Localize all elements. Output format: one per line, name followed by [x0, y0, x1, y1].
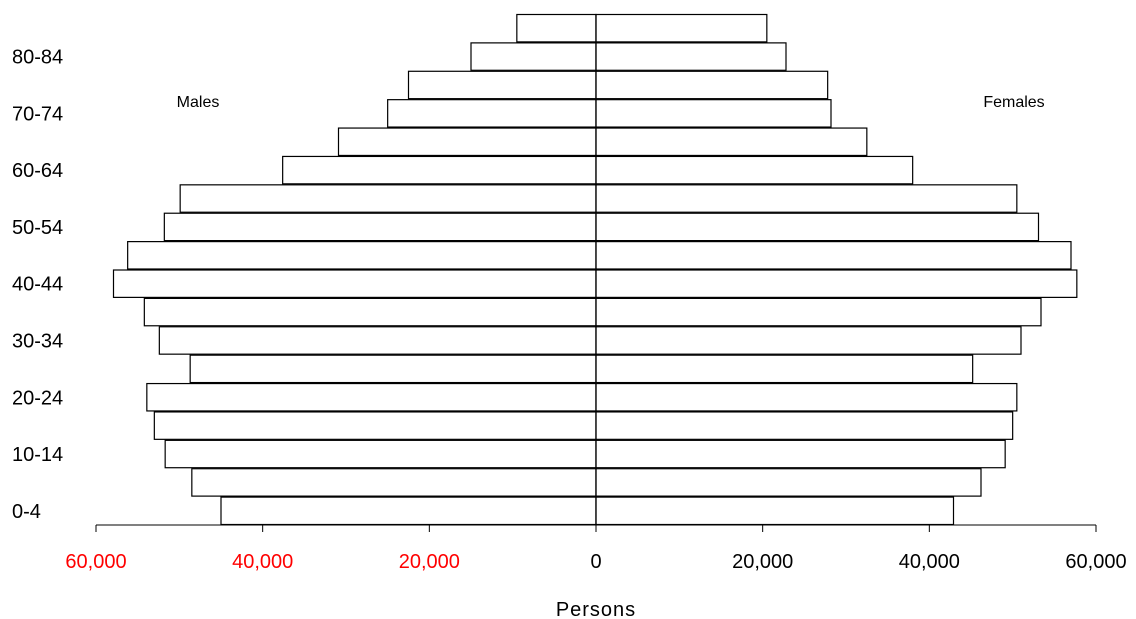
bar-females-10-14: [596, 440, 1005, 467]
y-tick-label: 0-4: [12, 501, 41, 523]
bar-males-55-59: [180, 185, 596, 212]
bar-males-15-19: [154, 412, 596, 439]
bar-males-35-39: [144, 298, 596, 325]
bar-females-35-39: [596, 298, 1041, 325]
y-tick-label: 40-44: [12, 274, 63, 296]
x-tick-label: 0: [590, 551, 601, 573]
bar-females-65-69: [596, 128, 867, 155]
males-label: Males: [177, 94, 220, 111]
y-tick-label: 80-84: [12, 47, 63, 69]
bar-males-65-69: [339, 128, 597, 155]
bar-females-30-34: [596, 327, 1021, 354]
bar-males-85+: [517, 15, 596, 42]
x-tick-label: 40,000: [899, 551, 960, 573]
bar-males-70-74: [388, 100, 596, 127]
bar-females-15-19: [596, 412, 1013, 439]
bar-males-45-49: [128, 242, 596, 269]
y-tick-label: 50-54: [12, 217, 63, 239]
bar-females-55-59: [596, 185, 1017, 212]
bars-group: [114, 15, 1077, 525]
females-label: Females: [983, 94, 1044, 111]
bar-males-25-29: [190, 355, 596, 382]
bar-females-0-4: [596, 497, 954, 524]
bar-males-0-4: [221, 497, 596, 524]
bar-females-60-64: [596, 156, 913, 183]
y-tick-label: 10-14: [12, 444, 63, 466]
x-ticks-group: 60,000 40,000 20,000 0 20,000 40,000 60,000: [65, 525, 1126, 573]
bar-females-75-79: [596, 71, 828, 98]
bar-males-10-14: [165, 440, 596, 467]
bar-males-60-64: [283, 156, 596, 183]
y-tick-label: 30-34: [12, 330, 63, 352]
x-tick-label: 20,000: [399, 551, 460, 573]
bar-males-20-24: [147, 384, 596, 411]
bar-males-75-79: [409, 71, 597, 98]
bar-females-80-84: [596, 43, 786, 70]
y-tick-label: 70-74: [12, 103, 63, 125]
bar-females-20-24: [596, 384, 1017, 411]
bar-females-5-9: [596, 469, 981, 496]
bar-males-50-54: [164, 213, 596, 240]
x-tick-label: 20,000: [732, 551, 793, 573]
bar-males-30-34: [159, 327, 596, 354]
bar-females-40-44: [596, 270, 1077, 297]
x-tick-label: 40,000: [232, 551, 293, 573]
bar-females-25-29: [596, 355, 973, 382]
bar-females-85+: [596, 15, 767, 42]
bar-females-50-54: [596, 213, 1039, 240]
x-tick-label: 60,000: [1065, 551, 1126, 573]
bar-females-70-74: [596, 100, 831, 127]
y-tick-label: 20-24: [12, 387, 63, 409]
bar-females-45-49: [596, 242, 1071, 269]
bar-males-40-44: [114, 270, 597, 297]
x-tick-label: 60,000: [65, 551, 126, 573]
bar-males-80-84: [471, 43, 596, 70]
y-ticks-group: 0-4 10-14 20-24 30-34 40-44 50-54 60-64 70-74 80…: [12, 47, 63, 523]
bar-males-5-9: [192, 469, 596, 496]
x-axis-title: Persons: [556, 599, 636, 619]
y-tick-label: 60-64: [12, 160, 63, 182]
